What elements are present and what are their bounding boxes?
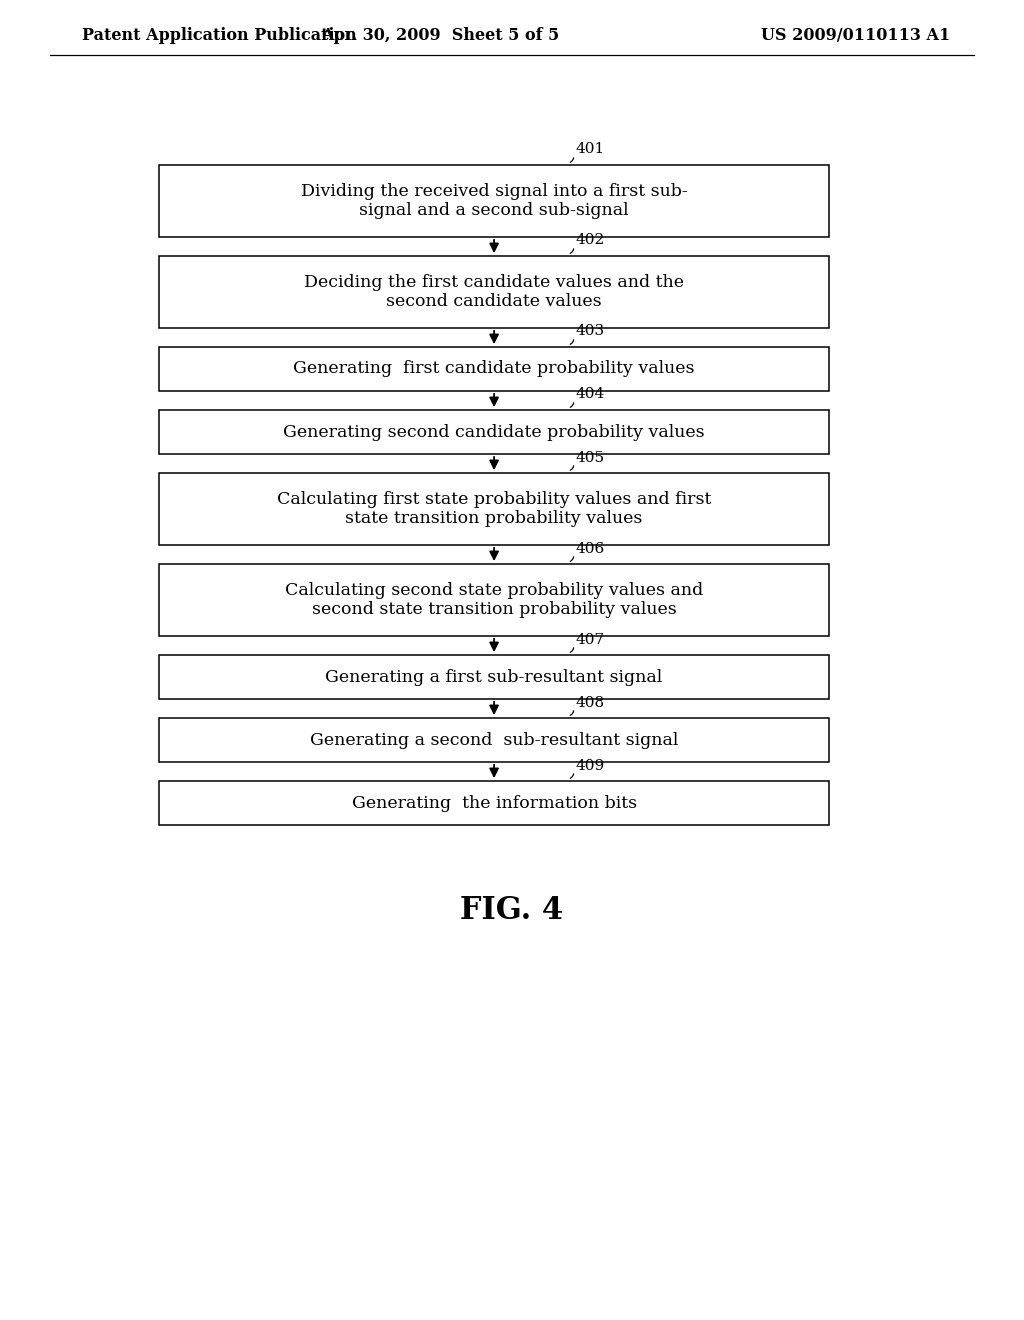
Text: 406: 406 xyxy=(575,541,605,556)
Text: Dividing the received signal into a first sub-
signal and a second sub-signal: Dividing the received signal into a firs… xyxy=(301,182,687,219)
Text: Generating  first candidate probability values: Generating first candidate probability v… xyxy=(293,360,695,378)
Text: Deciding the first candidate values and the
second candidate values: Deciding the first candidate values and … xyxy=(304,273,684,310)
Text: Generating a second  sub-resultant signal: Generating a second sub-resultant signal xyxy=(310,731,678,748)
Text: 408: 408 xyxy=(575,696,605,710)
Bar xyxy=(159,256,829,327)
Text: 407: 407 xyxy=(575,632,605,647)
Text: FIG. 4: FIG. 4 xyxy=(461,895,563,925)
Bar xyxy=(159,473,829,545)
Bar xyxy=(159,781,829,825)
Bar xyxy=(159,347,829,391)
Text: Patent Application Publication: Patent Application Publication xyxy=(82,26,356,44)
Text: Calculating second state probability values and
second state transition probabil: Calculating second state probability val… xyxy=(285,582,703,618)
Text: Apr. 30, 2009  Sheet 5 of 5: Apr. 30, 2009 Sheet 5 of 5 xyxy=(321,26,559,44)
Bar xyxy=(159,411,829,454)
Text: Generating a first sub-resultant signal: Generating a first sub-resultant signal xyxy=(326,668,663,685)
Bar xyxy=(159,564,829,636)
Text: Generating second candidate probability values: Generating second candidate probability … xyxy=(284,424,705,441)
Text: US 2009/0110113 A1: US 2009/0110113 A1 xyxy=(761,26,950,44)
Text: 402: 402 xyxy=(575,234,605,247)
Bar xyxy=(159,718,829,762)
Text: 401: 401 xyxy=(575,143,605,157)
Text: 409: 409 xyxy=(575,759,605,772)
Text: 404: 404 xyxy=(575,388,605,401)
Text: 405: 405 xyxy=(575,450,605,465)
Text: Generating  the information bits: Generating the information bits xyxy=(351,795,637,812)
Text: 403: 403 xyxy=(575,325,605,338)
Bar xyxy=(159,165,829,238)
Text: Calculating first state probability values and first
state transition probabilit: Calculating first state probability valu… xyxy=(276,491,712,527)
Bar xyxy=(159,655,829,700)
